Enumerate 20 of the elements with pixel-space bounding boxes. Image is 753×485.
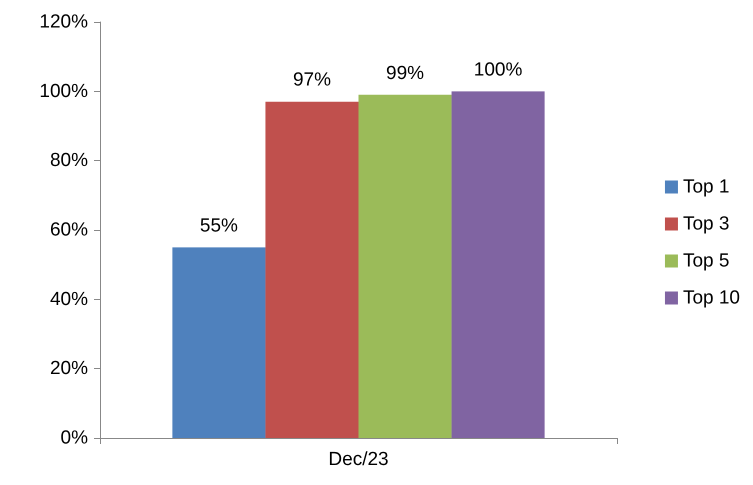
legend-label: Top 1 xyxy=(682,176,730,198)
y-tick-label: 120% xyxy=(39,12,88,32)
bar xyxy=(452,91,545,438)
data-label: 55% xyxy=(200,215,238,236)
legend-label: Top 3 xyxy=(682,214,730,234)
bar xyxy=(358,94,452,438)
data-label: 97% xyxy=(292,70,332,91)
data-label: 99% xyxy=(386,62,424,84)
y-tick-label: 80% xyxy=(50,150,88,172)
x-tick-label: Dec/23 xyxy=(328,449,389,470)
y-tick-label: 60% xyxy=(50,220,88,240)
y-tick-label: 100% xyxy=(39,80,88,102)
legend-label: Top 5 xyxy=(682,250,730,272)
data-label: 100% xyxy=(474,59,522,80)
y-tick-label: 40% xyxy=(50,288,88,310)
y-tick-label: 0% xyxy=(60,428,88,448)
legend-label: Top 10 xyxy=(682,288,740,308)
bar xyxy=(172,247,266,438)
y-tick-label: 20% xyxy=(50,358,88,380)
bar xyxy=(265,102,358,438)
